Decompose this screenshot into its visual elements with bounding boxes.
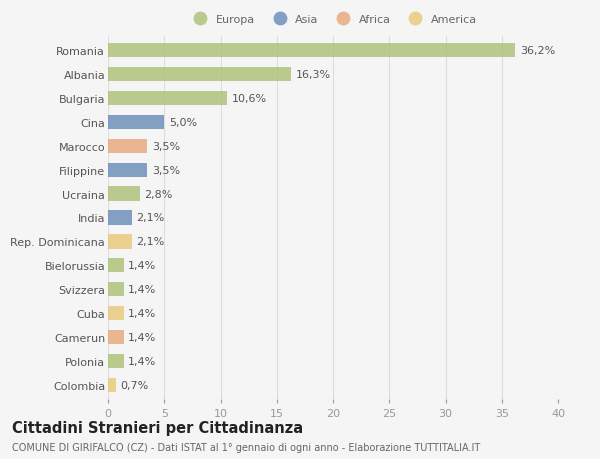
- Text: 2,1%: 2,1%: [136, 237, 164, 247]
- Text: 1,4%: 1,4%: [128, 261, 157, 271]
- Text: 2,1%: 2,1%: [136, 213, 164, 223]
- Bar: [108, 330, 124, 344]
- Bar: [108, 116, 164, 130]
- Text: 1,4%: 1,4%: [128, 308, 157, 319]
- Text: 36,2%: 36,2%: [520, 46, 555, 56]
- Bar: [108, 235, 131, 249]
- Bar: [108, 68, 292, 82]
- Bar: [108, 211, 131, 225]
- Text: 3,5%: 3,5%: [152, 165, 180, 175]
- Bar: [108, 92, 227, 106]
- Text: COMUNE DI GIRIFALCO (CZ) - Dati ISTAT al 1° gennaio di ogni anno - Elaborazione : COMUNE DI GIRIFALCO (CZ) - Dati ISTAT al…: [12, 442, 480, 452]
- Bar: [108, 187, 139, 202]
- Text: 2,8%: 2,8%: [144, 189, 172, 199]
- Text: Cittadini Stranieri per Cittadinanza: Cittadini Stranieri per Cittadinanza: [12, 420, 303, 435]
- Bar: [108, 44, 515, 58]
- Bar: [108, 354, 124, 368]
- Text: 5,0%: 5,0%: [169, 118, 197, 128]
- Legend: Europa, Asia, Africa, America: Europa, Asia, Africa, America: [187, 13, 479, 28]
- Text: 3,5%: 3,5%: [152, 141, 180, 151]
- Text: 16,3%: 16,3%: [296, 70, 331, 80]
- Text: 1,4%: 1,4%: [128, 285, 157, 295]
- Text: 0,7%: 0,7%: [121, 380, 149, 390]
- Bar: [108, 258, 124, 273]
- Bar: [108, 282, 124, 297]
- Text: 10,6%: 10,6%: [232, 94, 267, 104]
- Bar: [108, 139, 148, 154]
- Text: 1,4%: 1,4%: [128, 332, 157, 342]
- Text: 1,4%: 1,4%: [128, 356, 157, 366]
- Bar: [108, 163, 148, 178]
- Bar: [108, 306, 124, 320]
- Bar: [108, 378, 116, 392]
